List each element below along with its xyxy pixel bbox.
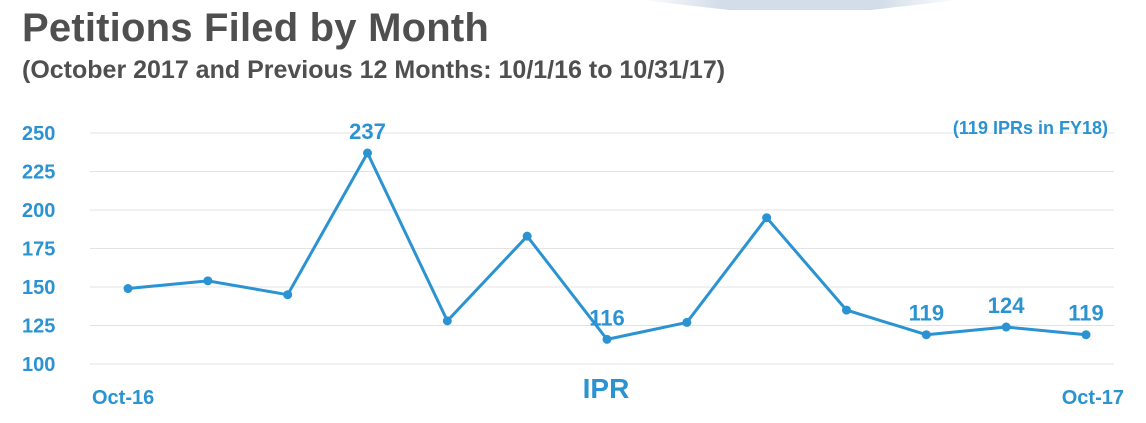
data-point (682, 317, 692, 327)
data-points (123, 148, 1091, 344)
data-point (363, 148, 372, 158)
grid-lines (90, 132, 1114, 365)
data-point (442, 316, 452, 326)
page-title: Petitions Filed by Month (22, 6, 490, 50)
data-point (602, 334, 612, 344)
y-axis-tick-labels: 100 125 150 175 200 225 250 (22, 123, 55, 376)
data-label: 119 (1068, 301, 1104, 326)
series-name-label: IPR (583, 373, 630, 404)
data-label: 119 (909, 301, 945, 326)
data-label: 124 (988, 293, 1025, 318)
y-tick-label: 100 (22, 354, 55, 376)
x-tick-label-last: Oct-17 (1062, 387, 1124, 409)
x-tick-label-first: Oct-16 (92, 387, 154, 409)
y-tick-label: 225 (22, 162, 55, 184)
data-label: 237 (349, 119, 386, 144)
y-tick-label: 250 (22, 123, 55, 145)
data-point (762, 213, 772, 223)
data-point (123, 284, 133, 294)
y-tick-label: 125 (22, 316, 55, 338)
data-point (283, 290, 293, 300)
y-tick-label: 200 (22, 200, 55, 222)
page-subtitle: (October 2017 and Previous 12 Months: 10… (22, 56, 726, 84)
header-banner-decoration (640, 0, 960, 10)
data-point (1001, 322, 1011, 332)
fy18-annotation: (119 IPRs in FY18) (953, 118, 1108, 138)
data-labels: 237 116 119 124 119 (349, 119, 1104, 330)
data-point (203, 276, 213, 286)
y-tick-label: 175 (22, 239, 55, 261)
data-point (1081, 330, 1091, 340)
data-point (522, 231, 532, 241)
data-label: 116 (589, 305, 625, 330)
data-point (921, 330, 931, 340)
data-point (842, 305, 851, 315)
y-tick-label: 150 (22, 277, 55, 299)
